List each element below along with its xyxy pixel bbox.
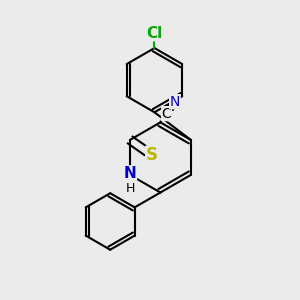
Text: N: N — [170, 95, 180, 109]
Text: S: S — [146, 146, 158, 164]
Text: Cl: Cl — [146, 26, 163, 41]
Text: N: N — [124, 166, 136, 181]
Text: C: C — [162, 107, 171, 121]
Text: H: H — [125, 182, 135, 195]
